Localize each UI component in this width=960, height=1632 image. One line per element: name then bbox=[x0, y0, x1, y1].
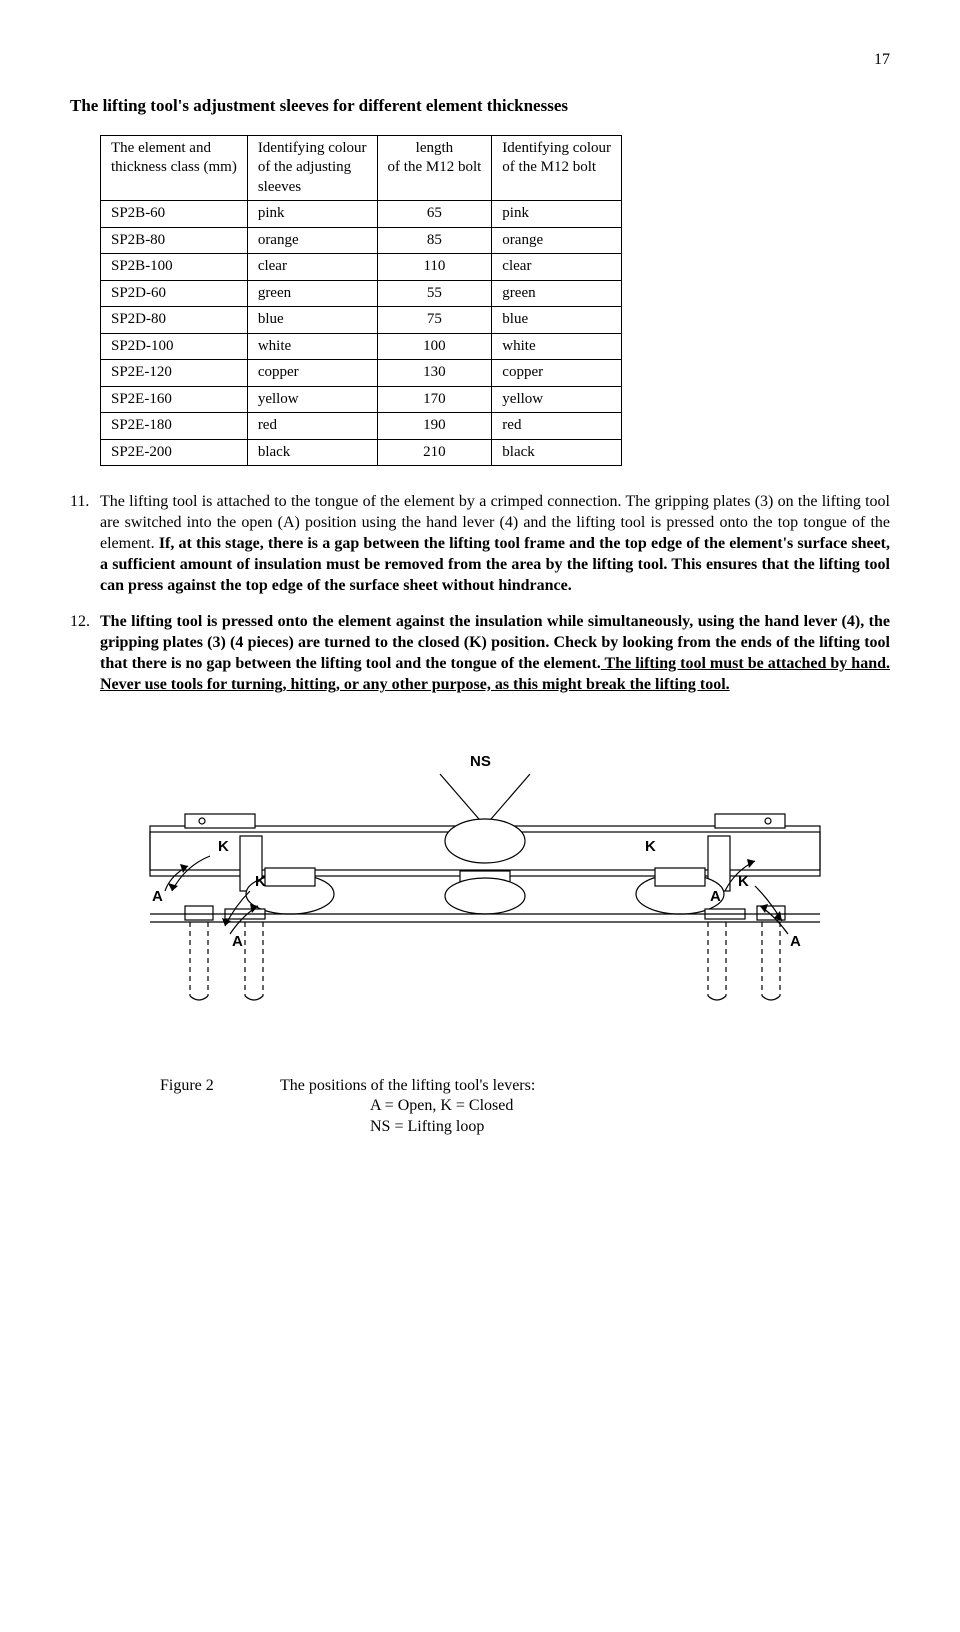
section-title: The lifting tool's adjustment sleeves fo… bbox=[70, 95, 890, 117]
table-cell: 100 bbox=[377, 333, 492, 360]
table-row: SP2E-120copper130copper bbox=[101, 360, 622, 387]
table-row: SP2D-80blue75blue bbox=[101, 307, 622, 334]
table-cell: 210 bbox=[377, 439, 492, 466]
table-cell: orange bbox=[492, 227, 622, 254]
table-cell: pink bbox=[492, 201, 622, 228]
a-label-3: A bbox=[710, 888, 721, 905]
table-cell: 65 bbox=[377, 201, 492, 228]
table-cell: SP2B-80 bbox=[101, 227, 248, 254]
table-cell: SP2E-120 bbox=[101, 360, 248, 387]
table-cell: 85 bbox=[377, 227, 492, 254]
table-cell: SP2D-60 bbox=[101, 280, 248, 307]
col-header-element: The element andthickness class (mm) bbox=[101, 135, 248, 201]
table-cell: copper bbox=[247, 360, 377, 387]
table-cell: clear bbox=[492, 254, 622, 281]
k-label-2: K bbox=[255, 873, 266, 890]
col-header-bolt-colour: Identifying colourof the M12 bolt bbox=[492, 135, 622, 201]
col-header-sleeve-colour: Identifying colourof the adjustingsleeve… bbox=[247, 135, 377, 201]
table-cell: yellow bbox=[492, 386, 622, 413]
k-label-3: K bbox=[645, 838, 656, 855]
table-cell: black bbox=[247, 439, 377, 466]
table-row: SP2D-100white100white bbox=[101, 333, 622, 360]
a-label: A bbox=[152, 888, 163, 905]
figure-area: NS bbox=[70, 746, 890, 1138]
table-cell: green bbox=[492, 280, 622, 307]
table-cell: SP2B-60 bbox=[101, 201, 248, 228]
table-cell: blue bbox=[247, 307, 377, 334]
figure-caption: Figure 2The positions of the lifting too… bbox=[160, 1076, 890, 1138]
list-number: 12. bbox=[70, 612, 100, 695]
table-cell: blue bbox=[492, 307, 622, 334]
col-header-length: lengthof the M12 bolt bbox=[377, 135, 492, 201]
table-cell: 190 bbox=[377, 413, 492, 440]
list-body: The lifting tool is attached to the tong… bbox=[100, 492, 890, 596]
table-cell: 110 bbox=[377, 254, 492, 281]
table-cell: clear bbox=[247, 254, 377, 281]
table-row: SP2E-160yellow170yellow bbox=[101, 386, 622, 413]
table-cell: pink bbox=[247, 201, 377, 228]
table-row: SP2B-60pink65pink bbox=[101, 201, 622, 228]
sleeves-table: The element andthickness class (mm) Iden… bbox=[100, 135, 622, 467]
table-cell: 55 bbox=[377, 280, 492, 307]
table-cell: white bbox=[247, 333, 377, 360]
table-cell: SP2E-180 bbox=[101, 413, 248, 440]
table-header-row: The element andthickness class (mm) Iden… bbox=[101, 135, 622, 201]
k-label-4: K bbox=[738, 873, 749, 890]
table-row: SP2E-180red190red bbox=[101, 413, 622, 440]
table-cell: SP2D-80 bbox=[101, 307, 248, 334]
item12-bold-underline-text: The lifting tool must be attached by han… bbox=[601, 655, 890, 672]
a-label-4: A bbox=[790, 933, 801, 950]
item12-bold-underline-text-2: Never use tools for turning, hitting, or… bbox=[100, 676, 730, 693]
table-cell: 130 bbox=[377, 360, 492, 387]
table-cell: SP2D-100 bbox=[101, 333, 248, 360]
figure-label: Figure 2 bbox=[160, 1076, 280, 1097]
ns-label: NS bbox=[470, 753, 491, 770]
figure-caption-line2: A = Open, K = Closed bbox=[370, 1097, 513, 1114]
table-row: SP2D-60green55green bbox=[101, 280, 622, 307]
table-row: SP2B-100clear110clear bbox=[101, 254, 622, 281]
table-cell: SP2E-160 bbox=[101, 386, 248, 413]
list-item-11: 11. The lifting tool is attached to the … bbox=[70, 492, 890, 596]
k-label: K bbox=[218, 838, 229, 855]
table-cell: SP2B-100 bbox=[101, 254, 248, 281]
page-number: 17 bbox=[70, 50, 890, 71]
table-cell: black bbox=[492, 439, 622, 466]
table-cell: red bbox=[247, 413, 377, 440]
table-cell: yellow bbox=[247, 386, 377, 413]
table-row: SP2E-200black210black bbox=[101, 439, 622, 466]
figure-caption-line3: NS = Lifting loop bbox=[370, 1118, 484, 1135]
table-cell: green bbox=[247, 280, 377, 307]
list-number: 11. bbox=[70, 492, 100, 596]
lifting-tool-diagram: NS bbox=[90, 746, 870, 1006]
table-cell: orange bbox=[247, 227, 377, 254]
a-label-2: A bbox=[232, 933, 243, 950]
figure-caption-line1: The positions of the lifting tool's leve… bbox=[280, 1077, 535, 1094]
table-row: SP2B-80orange85orange bbox=[101, 227, 622, 254]
table-cell: copper bbox=[492, 360, 622, 387]
table-cell: SP2E-200 bbox=[101, 439, 248, 466]
list-body: The lifting tool is pressed onto the ele… bbox=[100, 612, 890, 695]
table-cell: 75 bbox=[377, 307, 492, 334]
table-cell: white bbox=[492, 333, 622, 360]
table-cell: 170 bbox=[377, 386, 492, 413]
table-cell: red bbox=[492, 413, 622, 440]
item11-bold-text: If, at this stage, there is a gap betwee… bbox=[100, 535, 890, 594]
list-item-12: 12. The lifting tool is pressed onto the… bbox=[70, 612, 890, 695]
